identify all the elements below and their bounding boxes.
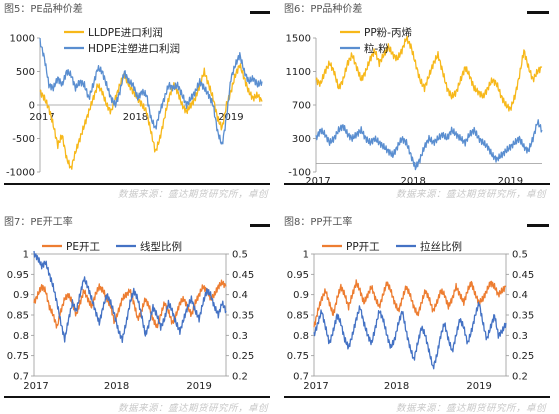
y2-tick-label: 0.2 <box>232 372 248 383</box>
panel-rule-3 <box>4 396 270 398</box>
y2-tick-label: 0.45 <box>512 270 534 281</box>
series-line-1 <box>315 35 543 112</box>
panel-source-4: 数据来源：盛达期货研究所，卓创 <box>396 403 547 414</box>
plot-frame <box>313 253 507 377</box>
panel-title-bar-3 <box>250 224 270 227</box>
panel-rule-1 <box>4 183 270 185</box>
panel-title-bar-2 <box>527 11 549 14</box>
y-tick-label: 1500 <box>286 34 311 45</box>
y-tick-label: 0 <box>29 101 35 112</box>
y-tick-label: 1 <box>303 250 309 261</box>
legend-label: PP开工 <box>346 241 380 253</box>
legend-label: PP粉-丙烯 <box>364 26 412 39</box>
y2-tick-label: 0.5 <box>232 250 248 261</box>
chart-pp-operating-rate: 0.7 0.75 0.8 0.85 0.9 0.95 1 0.2 0.25 0.3 0.35 0.4 0… <box>287 240 535 392</box>
y-tick-label: -500 <box>12 134 35 145</box>
legend-label: 拉丝比例 <box>420 240 462 253</box>
legend-label: PE开工 <box>66 241 100 253</box>
y-tick-label: 0.8 <box>293 331 309 342</box>
panel-title-3: 图7：PE开工率 <box>4 217 73 228</box>
panel-title-2: 图6：PP品种价差 <box>284 4 363 15</box>
y-tick-label: 300 <box>292 134 311 145</box>
chart-pe-spread: -1000 -500 0 500 1000 2017 2018 2019 LLDPE进口利润 HD… <box>6 26 263 179</box>
y-tick-label: -1000 <box>6 168 35 179</box>
legend-label: HDPE注塑进口利润 <box>88 42 180 55</box>
x-tick-label: 2018 <box>123 112 148 123</box>
chart-pp-spread: -100 300 700 1100 1500 2017 2018 2019 PP粉-丙烯粒-粉 <box>286 26 543 187</box>
x-tick-label: 2019 <box>466 381 491 392</box>
y-tick-label: -100 <box>288 168 311 179</box>
series-line-1 <box>313 279 507 328</box>
y2-tick-label: 0.2 <box>512 372 528 383</box>
x-tick-label: 2019 <box>218 112 243 123</box>
y-tick-label: 0.7 <box>293 372 309 383</box>
series-line-2 <box>313 301 507 370</box>
legend-label: 线型比例 <box>140 240 182 253</box>
y-tick-label: 1 <box>23 250 29 261</box>
y-tick-label: 0.9 <box>13 290 29 301</box>
x-tick-label: 2017 <box>29 112 54 123</box>
y2-tick-label: 0.5 <box>512 250 528 261</box>
x-tick-label: 2018 <box>384 381 409 392</box>
x-tick-label: 2018 <box>400 176 425 187</box>
y-tick-label: 0.9 <box>293 290 309 301</box>
y-tick-label: 500 <box>16 67 35 78</box>
y2-tick-label: 0.3 <box>232 331 248 342</box>
y-tick-label: 0.8 <box>13 331 29 342</box>
legend-label: LLDPE进口利润 <box>88 26 163 39</box>
y-tick-label: 1100 <box>286 67 311 78</box>
series-line-2 <box>39 37 263 145</box>
y2-tick-label: 0.4 <box>512 290 528 301</box>
panel-source-2: 数据来源：盛达期货研究所，卓创 <box>396 189 547 200</box>
y-tick-label: 0.85 <box>287 311 309 322</box>
x-tick-label: 2017 <box>305 176 330 187</box>
panel-rule-2 <box>284 183 550 185</box>
panel-title-bar-1 <box>250 11 270 14</box>
panel-rule-4 <box>284 396 550 398</box>
series-line-1 <box>39 63 263 170</box>
y2-tick-label: 0.4 <box>232 290 248 301</box>
x-tick-label: 2019 <box>186 381 211 392</box>
legend-label: 粒-粉 <box>364 42 389 55</box>
panel-title-4: 图8：PP开工率 <box>284 217 353 228</box>
y2-tick-label: 0.3 <box>512 331 528 342</box>
x-tick-label: 2018 <box>104 381 129 392</box>
chart-pe-operating-rate: 0.7 0.75 0.8 0.85 0.9 0.95 1 0.2 0.25 0.3 0.35 0.4 0… <box>7 240 255 392</box>
panel-source-1: 数据来源：盛达期货研究所，卓创 <box>118 189 269 200</box>
y-tick-label: 0.75 <box>287 351 309 362</box>
y-tick-label: 0.85 <box>7 311 29 322</box>
y2-tick-label: 0.35 <box>232 311 254 322</box>
x-tick-label: 2017 <box>303 381 328 392</box>
y-tick-label: 0.95 <box>7 270 29 281</box>
x-tick-label: 2017 <box>23 381 48 392</box>
series-line-2 <box>33 250 227 344</box>
series-line-2 <box>315 119 543 171</box>
y2-tick-label: 0.25 <box>232 351 254 362</box>
y-tick-label: 0.7 <box>13 372 29 383</box>
y2-tick-label: 0.25 <box>512 351 534 362</box>
panel-source-3: 数据来源：盛达期货研究所，卓创 <box>118 403 269 414</box>
y-tick-label: 700 <box>292 101 311 112</box>
y2-tick-label: 0.35 <box>512 311 534 322</box>
panel-title-1: 图5：PE品种价差 <box>4 4 83 15</box>
y-tick-label: 0.95 <box>287 270 309 281</box>
x-tick-label: 2019 <box>498 176 523 187</box>
y-tick-label: 1000 <box>10 34 35 45</box>
y-tick-label: 0.75 <box>7 351 29 362</box>
y2-tick-label: 0.45 <box>232 270 254 281</box>
panel-title-bar-4 <box>527 224 549 227</box>
